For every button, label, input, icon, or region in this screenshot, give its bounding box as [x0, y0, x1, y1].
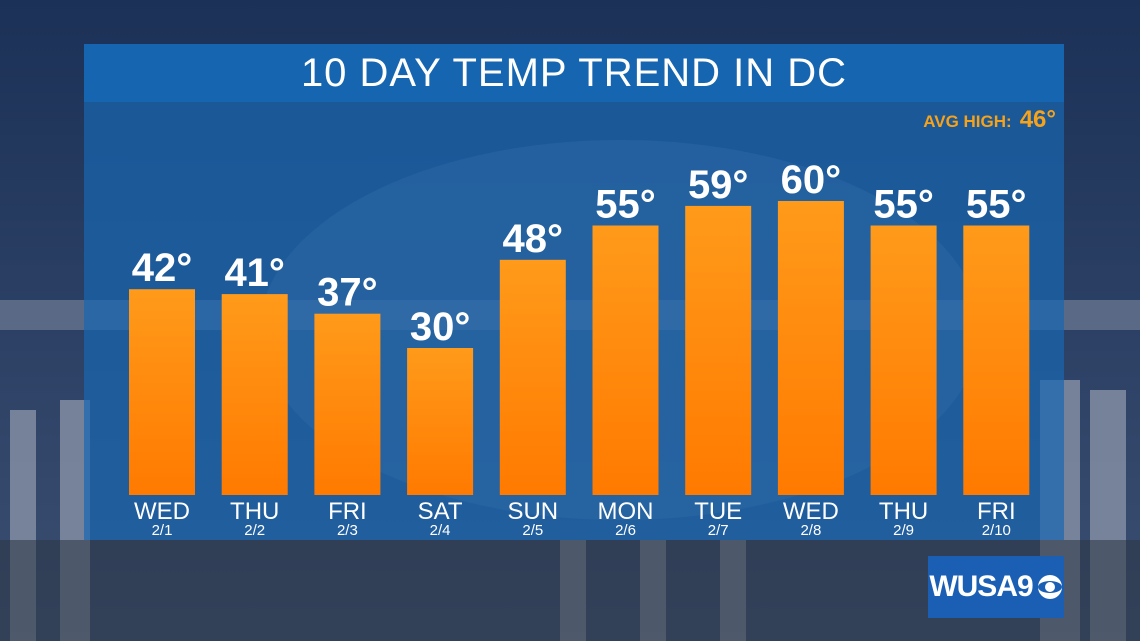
value-label-1: 42° [132, 246, 193, 290]
day-label-10: FRI [977, 498, 1016, 525]
logo-text: WUSA9 [929, 570, 1033, 603]
day-label-5: SUN [507, 498, 558, 525]
value-label-2: 41° [224, 251, 285, 295]
bar-7 [685, 205, 752, 495]
bar-10 [963, 225, 1030, 495]
cbs-eye-icon [1037, 575, 1062, 599]
date-label-2: 2/2 [244, 522, 265, 539]
date-label-5: 2/5 [522, 522, 543, 539]
bar-9 [870, 225, 937, 495]
day-label-8: WED [783, 498, 839, 525]
value-label-5: 48° [503, 217, 564, 261]
avg-high-value: 46° [1019, 106, 1056, 133]
bar-8 [777, 201, 844, 495]
date-label-1: 2/1 [152, 522, 173, 539]
day-label-4: SAT [418, 498, 463, 525]
bar-6 [592, 225, 659, 495]
avg-high-label: AVG HIGH: [923, 112, 1012, 131]
value-label-7: 59° [688, 163, 749, 207]
title-bar: 10 DAY TEMP TREND IN DC [84, 44, 1064, 102]
bar-5 [499, 259, 566, 495]
date-label-3: 2/3 [337, 522, 358, 539]
day-label-6: MON [598, 498, 654, 525]
value-label-6: 55° [595, 183, 656, 227]
date-label-6: 2/6 [615, 522, 636, 539]
date-label-4: 2/4 [430, 522, 451, 539]
value-label-8: 60° [781, 158, 842, 202]
day-label-7: TUE [694, 498, 742, 525]
avg-high: AVG HIGH: 46° [923, 106, 1056, 134]
date-label-10: 2/10 [982, 522, 1011, 539]
day-label-9: THU [879, 498, 928, 525]
date-label-9: 2/9 [893, 522, 914, 539]
value-label-9: 55° [873, 183, 934, 227]
bar-1 [129, 289, 195, 495]
value-label-10: 55° [966, 183, 1027, 227]
bar-4 [407, 348, 474, 495]
station-logo: WUSA9 [928, 556, 1064, 618]
day-label-2: THU [230, 498, 279, 525]
value-label-3: 37° [317, 271, 378, 315]
date-label-8: 2/8 [800, 522, 821, 539]
day-label-3: FRI [328, 498, 367, 525]
bar-2 [221, 294, 288, 495]
date-label-7: 2/7 [708, 522, 729, 539]
bar-3 [314, 313, 381, 495]
value-label-4: 30° [410, 305, 471, 349]
chart-title: 10 DAY TEMP TREND IN DC [300, 50, 848, 95]
day-label-1: WED [134, 498, 190, 525]
